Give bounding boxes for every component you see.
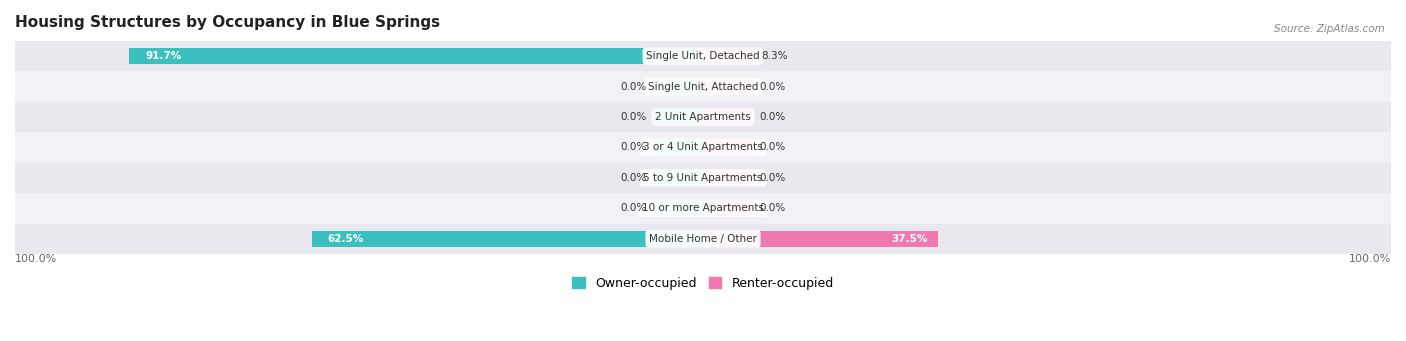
Bar bbox=[652, 79, 703, 94]
Bar bbox=[15, 224, 1391, 254]
Bar bbox=[15, 163, 1391, 193]
Text: 0.0%: 0.0% bbox=[759, 112, 786, 122]
Text: 3 or 4 Unit Apartments: 3 or 4 Unit Apartments bbox=[643, 143, 763, 152]
Bar bbox=[652, 170, 703, 186]
Text: 0.0%: 0.0% bbox=[759, 81, 786, 92]
Bar bbox=[652, 201, 703, 216]
Text: 0.0%: 0.0% bbox=[759, 143, 786, 152]
Text: 0.0%: 0.0% bbox=[620, 173, 647, 183]
Bar bbox=[703, 170, 754, 186]
Text: 5 to 9 Unit Apartments: 5 to 9 Unit Apartments bbox=[644, 173, 762, 183]
Text: 0.0%: 0.0% bbox=[620, 112, 647, 122]
Bar bbox=[703, 201, 754, 216]
Text: Single Unit, Attached: Single Unit, Attached bbox=[648, 81, 758, 92]
Bar bbox=[312, 231, 703, 247]
Legend: Owner-occupied, Renter-occupied: Owner-occupied, Renter-occupied bbox=[568, 272, 838, 295]
Text: 0.0%: 0.0% bbox=[759, 203, 786, 213]
Text: 62.5%: 62.5% bbox=[328, 234, 364, 244]
Text: Mobile Home / Other: Mobile Home / Other bbox=[650, 234, 756, 244]
Text: 100.0%: 100.0% bbox=[1348, 254, 1391, 264]
Text: 8.3%: 8.3% bbox=[761, 51, 787, 61]
Text: 2 Unit Apartments: 2 Unit Apartments bbox=[655, 112, 751, 122]
Bar bbox=[703, 79, 754, 94]
Bar bbox=[15, 71, 1391, 102]
Text: 0.0%: 0.0% bbox=[620, 143, 647, 152]
Bar bbox=[703, 109, 754, 125]
Bar bbox=[703, 231, 938, 247]
Bar bbox=[15, 102, 1391, 132]
Bar bbox=[15, 132, 1391, 163]
Text: 10 or more Apartments: 10 or more Apartments bbox=[643, 203, 763, 213]
Bar bbox=[652, 109, 703, 125]
Text: 91.7%: 91.7% bbox=[145, 51, 181, 61]
Text: 0.0%: 0.0% bbox=[620, 203, 647, 213]
Bar bbox=[129, 48, 703, 64]
Bar bbox=[15, 193, 1391, 224]
Bar bbox=[703, 48, 755, 64]
Bar bbox=[15, 41, 1391, 71]
Text: 37.5%: 37.5% bbox=[891, 234, 928, 244]
Text: Source: ZipAtlas.com: Source: ZipAtlas.com bbox=[1274, 24, 1385, 34]
Text: 0.0%: 0.0% bbox=[620, 81, 647, 92]
Text: Single Unit, Detached: Single Unit, Detached bbox=[647, 51, 759, 61]
Bar bbox=[703, 139, 754, 155]
Bar bbox=[652, 139, 703, 155]
Text: 100.0%: 100.0% bbox=[15, 254, 58, 264]
Text: Housing Structures by Occupancy in Blue Springs: Housing Structures by Occupancy in Blue … bbox=[15, 15, 440, 30]
Text: 0.0%: 0.0% bbox=[759, 173, 786, 183]
